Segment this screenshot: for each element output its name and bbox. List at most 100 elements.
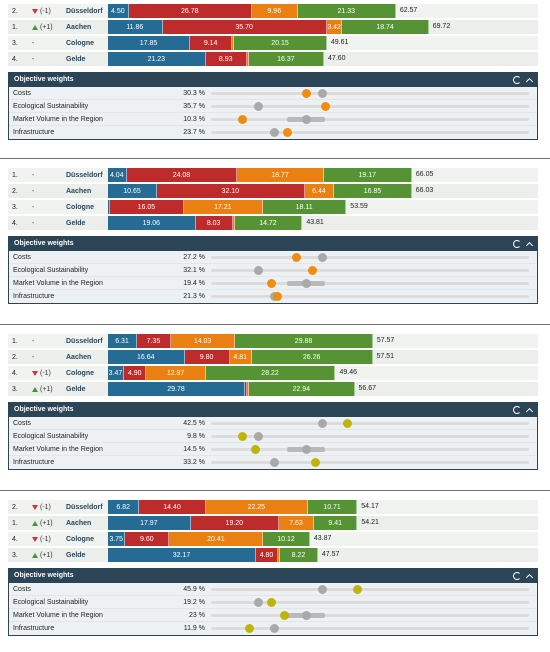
slider-handle[interactable] [266, 598, 276, 607]
stacked-score-bar: 4.50 26.78 9.96 21.33 [108, 4, 396, 18]
slider-handle[interactable] [292, 253, 302, 262]
weight-slider[interactable] [211, 89, 529, 98]
slider-handle[interactable] [311, 458, 321, 467]
slider-handle[interactable] [352, 585, 362, 594]
weight-slider[interactable] [211, 458, 529, 467]
chevron-up-icon[interactable] [525, 573, 534, 582]
weight-slider[interactable] [211, 624, 529, 633]
chevron-up-icon[interactable] [525, 77, 534, 86]
rank-change-text: - [32, 171, 35, 179]
slider-handle[interactable] [279, 611, 289, 620]
score-segment: 16.85 [334, 184, 412, 198]
weight-slider[interactable] [211, 445, 529, 454]
score-segment: 22.25 [205, 500, 308, 514]
score-segment: 29.78 [108, 382, 245, 396]
score-segment: 18.11 [262, 200, 347, 214]
weight-label: Costs [13, 254, 31, 261]
score-segment: 21.33 [297, 4, 396, 18]
slider-handle[interactable] [301, 89, 311, 98]
section-divider [0, 158, 550, 159]
weight-slider[interactable] [211, 419, 529, 428]
weight-slider[interactable] [211, 102, 529, 111]
score-segment: 3.47 [108, 366, 124, 380]
rank-change-text: - [32, 39, 35, 47]
score-segment: 18.77 [237, 168, 324, 182]
slider-handle[interactable] [238, 432, 248, 441]
weight-slider[interactable] [211, 585, 529, 594]
score-segment: 20.15 [234, 36, 327, 50]
rank-change-text: - [32, 219, 35, 227]
rank-change: - [32, 56, 62, 63]
refresh-icon[interactable] [513, 572, 521, 580]
score-segment: 26.26 [251, 350, 373, 364]
ranking-row: 4. - Gelde 19.06 8.03 14.72 43.81 [8, 216, 538, 230]
score-segment [244, 382, 247, 396]
score-segment: 4.81 [229, 350, 252, 364]
reference-weight-dot [254, 432, 264, 441]
score-bar-area: 16.05 17.21 18.11 53.59 [108, 200, 538, 214]
refresh-icon[interactable] [513, 406, 521, 414]
rank-change-text: (+1) [40, 551, 53, 559]
slider-handle[interactable] [273, 292, 283, 301]
weight-label: Infrastructure [13, 459, 55, 466]
weight-value: 23.7 % [183, 129, 205, 136]
ranking-row: 4. - Gelde 21.23 8.93 16.37 47.60 [8, 52, 538, 66]
weight-value: 32.1 % [183, 267, 205, 274]
weight-slider[interactable] [211, 266, 529, 275]
weight-slider[interactable] [211, 128, 529, 137]
rank-number: 4. [12, 219, 18, 227]
chevron-up-icon[interactable] [525, 241, 534, 250]
weight-slider[interactable] [211, 279, 529, 288]
weight-label: Ecological Sustainability [13, 103, 89, 110]
weight-slider[interactable] [211, 611, 529, 620]
score-segment: 9.41 [314, 516, 358, 530]
slider-handle[interactable] [244, 624, 254, 633]
slider-handle[interactable] [320, 102, 330, 111]
city-name: Aachen [66, 23, 92, 31]
rank-change: (+1) [32, 24, 62, 31]
ranking-row: 1. - Düsseldorf 4.04 24.08 18.77 19.17 66.05 [8, 168, 538, 182]
rank-change-text: (-1) [40, 535, 51, 543]
ranking-row: 3. (+1) Gelde 29.78 22.94 56.67 [8, 382, 538, 396]
section-divider [0, 324, 550, 325]
slider-handle[interactable] [308, 266, 318, 275]
chevron-up-icon[interactable] [525, 407, 534, 416]
weight-slider[interactable] [211, 253, 529, 262]
stacked-score-bar: 6.31 7.35 14.03 29.88 [108, 334, 373, 348]
rank-number: 3. [12, 385, 18, 393]
slider-handle[interactable] [251, 445, 261, 454]
weight-value: 21.3 % [183, 293, 205, 300]
weight-slider[interactable] [211, 115, 529, 124]
weight-label: Infrastructure [13, 625, 55, 632]
weight-row: Ecological Sustainability 32.1 % [9, 264, 537, 277]
weight-row: Market Volume in the Region 14.5 % [9, 443, 537, 456]
refresh-icon[interactable] [513, 240, 521, 248]
weight-row: Infrastructure 11.9 % [9, 622, 537, 635]
city-name: Düsseldorf [66, 503, 103, 511]
city-name: Cologne [66, 39, 94, 47]
score-segment [278, 548, 281, 562]
stacked-score-bar: 21.23 8.93 16.37 [108, 52, 325, 66]
panel-header: Objective weights [9, 237, 537, 251]
slider-handle[interactable] [238, 115, 248, 124]
score-bar-area: 3.75 9.60 20.41 10.12 43.87 [108, 532, 538, 546]
score-segment: 17.21 [183, 200, 263, 214]
rank-number: 1. [12, 519, 18, 527]
rank-change-text: - [32, 203, 35, 211]
refresh-icon[interactable] [513, 76, 521, 84]
rank-change: - [32, 338, 62, 345]
weight-slider[interactable] [211, 598, 529, 607]
score-segment: 10.65 [108, 184, 157, 198]
weight-label: Ecological Sustainability [13, 433, 89, 440]
ranking-row: 2. (-1) Düsseldorf 4.50 26.78 9.96 21.33 62.57 [8, 4, 538, 18]
weight-slider[interactable] [211, 292, 529, 301]
weight-slider[interactable] [211, 432, 529, 441]
total-score: 54.21 [361, 519, 379, 526]
slider-handle[interactable] [343, 419, 353, 428]
score-segment: 14.03 [170, 334, 236, 348]
score-segment [246, 382, 249, 396]
score-segment: 10.71 [307, 500, 358, 514]
slider-handle[interactable] [282, 128, 292, 137]
score-segment: 6.44 [304, 184, 335, 198]
slider-handle[interactable] [266, 279, 276, 288]
